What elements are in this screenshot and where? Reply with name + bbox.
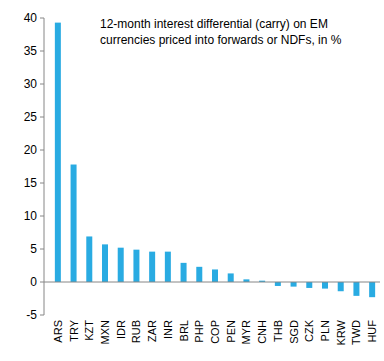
y-axis	[44, 18, 45, 315]
x-tick-label: KRW	[335, 319, 347, 345]
x-tick-label: COP	[209, 320, 221, 344]
bar	[196, 267, 202, 282]
y-tick	[40, 315, 44, 316]
x-tick-label: CZK	[303, 319, 315, 342]
y-tick-label: 20	[24, 143, 38, 157]
y-tick-label: 25	[24, 110, 38, 124]
x-tick-label: BRL	[178, 320, 190, 341]
y-tick-label: 30	[24, 77, 38, 91]
chart-svg: -5 0 5 10 15 20 25 30 35 40 ARS TRYKZT MXN IDRRUB ZAR I…	[0, 0, 384, 361]
x-tick-label: PHP	[193, 320, 205, 343]
y-tick-label: 15	[24, 176, 38, 190]
bar	[102, 244, 108, 282]
y-tick-label: 35	[24, 44, 38, 58]
x-tick-label: SGD	[288, 320, 300, 344]
x-tick-label: INR	[162, 320, 174, 339]
zero-line	[44, 282, 380, 283]
x-tick-label: CNH	[256, 320, 268, 344]
y-tick	[40, 216, 44, 217]
x-tick-label: HUF	[366, 320, 378, 343]
bar	[86, 236, 92, 282]
bar	[369, 282, 375, 297]
y-tick	[40, 183, 44, 184]
x-tick-label: MXN	[99, 320, 111, 345]
bar	[291, 282, 297, 287]
title-line: currencies priced into forwards or NDFs,…	[100, 33, 342, 47]
y-tick	[40, 84, 44, 85]
x-tick-label: IDR	[115, 320, 127, 339]
chart-container: -5 0 5 10 15 20 25 30 35 40 ARS TRYKZT MXN IDRRUB ZAR I…	[0, 0, 384, 361]
bar	[55, 23, 61, 282]
x-tick-label: PLN	[319, 320, 331, 341]
x-tick-label: THB	[272, 320, 284, 342]
y-tick-label: 5	[30, 242, 37, 256]
y-tick-label: 40	[24, 11, 38, 25]
y-tick	[40, 150, 44, 151]
y-tick	[40, 117, 44, 118]
x-tick-label: RUB	[130, 320, 142, 343]
bar	[322, 282, 328, 289]
y-tick-label: 0	[30, 275, 37, 289]
bar	[165, 252, 171, 282]
bar	[71, 165, 77, 282]
bar	[118, 248, 124, 282]
bar	[212, 269, 218, 282]
bar	[353, 282, 359, 296]
bar	[338, 282, 344, 291]
y-tick	[40, 51, 44, 52]
bars	[55, 23, 375, 298]
x-tick-label: KZT	[83, 320, 95, 341]
bar	[228, 273, 234, 282]
bar	[181, 263, 187, 282]
y-tick-label: -5	[26, 308, 37, 322]
x-tick-label: TWD	[350, 320, 362, 345]
x-tick-label: PEN	[225, 320, 237, 343]
x-tick-label: MYR	[240, 320, 252, 345]
title: 12-month interest differential (carry) o…	[100, 17, 342, 47]
y-tick-label: 10	[24, 209, 38, 223]
x-tick-label: ZAR	[146, 320, 158, 342]
bar	[149, 252, 155, 282]
y-tick	[40, 18, 44, 19]
x-tick-label: ARS	[52, 320, 64, 343]
bar	[133, 250, 139, 282]
y-tick	[40, 249, 44, 250]
bar	[275, 282, 281, 286]
bar	[306, 282, 312, 288]
title-line: 12-month interest differential (carry) o…	[100, 17, 328, 31]
y-tick	[40, 282, 44, 283]
x-tick-label: TRY	[68, 319, 80, 341]
